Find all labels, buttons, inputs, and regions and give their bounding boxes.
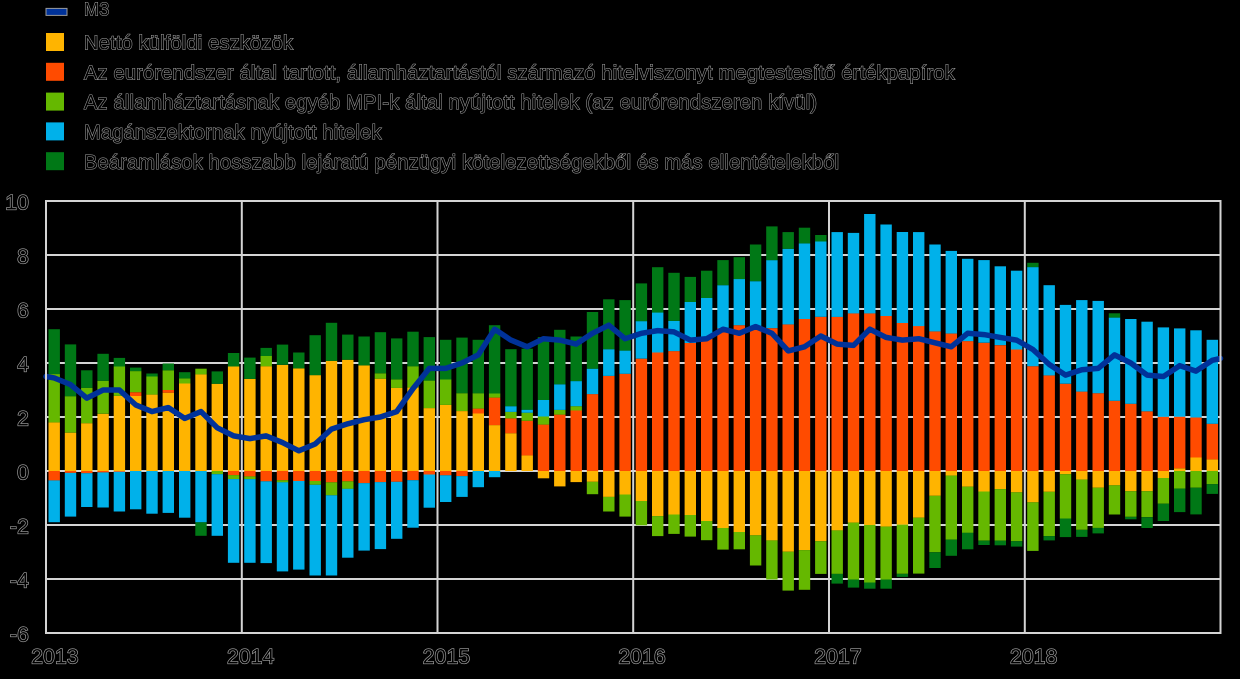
- svg-text:M3: M3: [84, 0, 109, 19]
- svg-text:4: 4: [17, 353, 29, 376]
- svg-text:10: 10: [5, 191, 29, 214]
- svg-text:-6: -6: [10, 623, 29, 646]
- svg-text:Nettó külföldi eszközök: Nettó külföldi eszközök: [84, 33, 294, 55]
- svg-text:0: 0: [17, 461, 29, 484]
- svg-text:6: 6: [17, 299, 29, 322]
- svg-text:2016: 2016: [618, 646, 666, 669]
- svg-text:2015: 2015: [423, 646, 471, 669]
- svg-text:2013: 2013: [31, 646, 79, 669]
- svg-text:2017: 2017: [814, 646, 862, 669]
- svg-text:Az eurórendszer által tartott,: Az eurórendszer által tartott, államházt…: [84, 62, 956, 84]
- svg-text:2018: 2018: [1010, 646, 1058, 669]
- svg-text:Magánszektornak nyújtott hitel: Magánszektornak nyújtott hitelek: [84, 122, 382, 144]
- svg-text:Az államháztartásnak egyéb MPI: Az államháztartásnak egyéb MPI-k által n…: [84, 92, 817, 114]
- svg-text:2014: 2014: [227, 646, 275, 669]
- svg-text:Beáramlások hosszabb lejáratú: Beáramlások hosszabb lejáratú pénzügyi k…: [84, 152, 839, 174]
- svg-text:2: 2: [17, 407, 29, 430]
- svg-text:-2: -2: [10, 515, 29, 538]
- svg-text:8: 8: [17, 245, 29, 268]
- svg-text:-4: -4: [10, 569, 29, 592]
